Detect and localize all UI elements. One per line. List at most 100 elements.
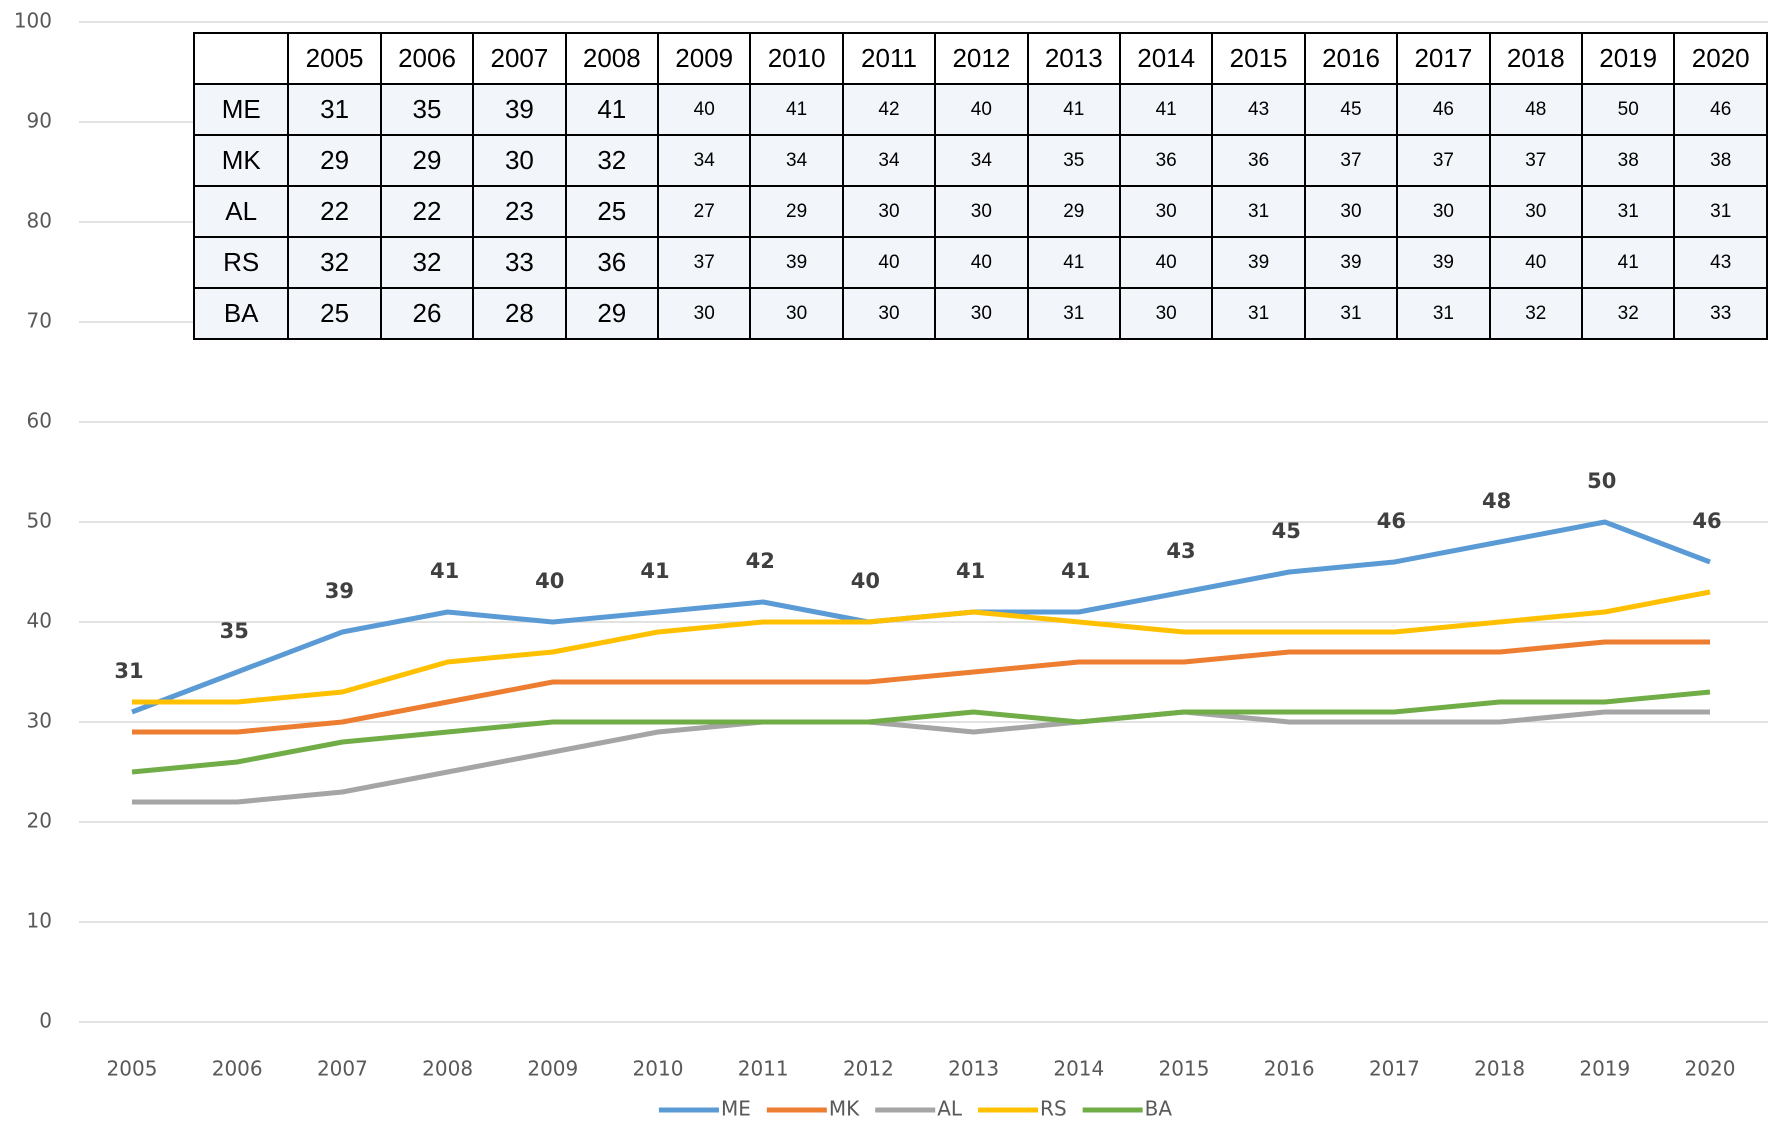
x-tick-label: 2015 xyxy=(1159,1057,1210,1081)
x-tick-label: 2006 xyxy=(212,1057,263,1081)
data-label: 46 xyxy=(1692,509,1721,533)
series-line xyxy=(132,639,1710,735)
y-tick-label: 80 xyxy=(27,209,52,233)
table-cell: 32 xyxy=(1488,287,1584,340)
table-header: 2014 xyxy=(1118,32,1214,85)
table-cell: 30 xyxy=(472,134,567,187)
table-cell: 37 xyxy=(1488,134,1584,187)
x-tick-label: 2020 xyxy=(1685,1057,1736,1081)
table-cell: 36 xyxy=(564,236,660,289)
y-tick-label: 90 xyxy=(27,109,52,133)
table-cell: 33 xyxy=(1673,287,1768,340)
data-table-container: 2005 2006 2007 2008 2009 2010 2011 2012 2013 2014… xyxy=(193,32,1768,352)
data-label: 35 xyxy=(220,619,249,643)
table-cell: 27 xyxy=(657,185,752,238)
table-header: 2011 xyxy=(841,32,937,85)
table-cell: 39 xyxy=(472,83,567,136)
table-cell: 48 xyxy=(1488,83,1584,136)
table-cell: 25 xyxy=(564,185,660,238)
legend-label: BA xyxy=(1145,1097,1173,1121)
table-cell: 36 xyxy=(1118,134,1214,187)
table-header: 2020 xyxy=(1673,32,1768,85)
table-cell: 46 xyxy=(1396,83,1491,136)
data-label: 39 xyxy=(325,579,354,603)
data-label: 42 xyxy=(746,549,775,573)
y-tick-label: 100 xyxy=(14,9,52,33)
table-cell: 39 xyxy=(1303,236,1399,289)
table-cell: 30 xyxy=(934,185,1029,238)
table-cell: 35 xyxy=(379,83,475,136)
legend-label: MK xyxy=(829,1097,860,1121)
table-header: 2019 xyxy=(1580,32,1676,85)
table-header: 2008 xyxy=(564,32,660,85)
data-label: 40 xyxy=(535,569,564,593)
table-cell: 43 xyxy=(1673,236,1768,289)
x-tick-label: 2007 xyxy=(317,1057,368,1081)
table-cell: 41 xyxy=(1118,83,1214,136)
legend-item: AL xyxy=(875,1097,963,1121)
data-label: 50 xyxy=(1587,469,1616,493)
table-cell: 30 xyxy=(841,287,937,340)
x-tick-label: 2010 xyxy=(633,1057,684,1081)
table-cell: 40 xyxy=(1488,236,1584,289)
x-tick-label: 2017 xyxy=(1369,1057,1420,1081)
table-header: 2007 xyxy=(472,32,567,85)
data-label: 45 xyxy=(1272,519,1301,543)
table-cell: 31 xyxy=(1303,287,1399,340)
table-cell: 30 xyxy=(1118,287,1214,340)
table-cell: 45 xyxy=(1303,83,1399,136)
data-table: 2005 2006 2007 2008 2009 2010 2011 2012 2013 2014… xyxy=(193,32,1768,340)
series-line xyxy=(131,689,1711,775)
table-cell: 37 xyxy=(1396,134,1491,187)
y-tick-label: 10 xyxy=(27,909,52,933)
table-cell: 30 xyxy=(934,287,1029,340)
table-cell: 29 xyxy=(1026,185,1121,238)
y-tick-label: 20 xyxy=(27,809,52,833)
legend-item: RS xyxy=(978,1097,1067,1121)
legend-item: ME xyxy=(658,1097,751,1121)
table-cell: 29 xyxy=(379,134,475,187)
table-cell: 34 xyxy=(749,134,844,187)
table-cell: 40 xyxy=(1118,236,1214,289)
table-header: 2012 xyxy=(934,32,1029,85)
table-cell: 32 xyxy=(287,236,382,289)
table-cell: 31 xyxy=(1396,287,1491,340)
legend: ME MK AL RS BA xyxy=(658,1097,1173,1121)
legend-label: AL xyxy=(937,1097,963,1121)
table-cell: 29 xyxy=(749,185,844,238)
data-label: 31 xyxy=(114,659,143,683)
x-tick-label: 2013 xyxy=(948,1057,999,1081)
x-tick-label: 2019 xyxy=(1579,1057,1630,1081)
table-cell: 26 xyxy=(379,287,475,340)
table-cell: 39 xyxy=(1211,236,1306,289)
table-cell: 41 xyxy=(1026,236,1121,289)
table-cell: 40 xyxy=(934,83,1029,136)
table-header: 2010 xyxy=(749,32,844,85)
table-cell: 32 xyxy=(1580,287,1676,340)
table-cell: 22 xyxy=(379,185,475,238)
legend-item: MK xyxy=(766,1097,860,1121)
table-cell: 42 xyxy=(841,83,937,136)
table-cell: 39 xyxy=(1396,236,1491,289)
series-line xyxy=(132,589,1711,705)
y-tick-label: 50 xyxy=(27,509,52,533)
table-corner xyxy=(193,32,290,85)
table-row-header: MK xyxy=(193,134,290,187)
legend-item: BA xyxy=(1082,1097,1173,1121)
table-cell: 30 xyxy=(749,287,844,340)
table-header: 2016 xyxy=(1303,32,1399,85)
table-cell: 31 xyxy=(1673,185,1768,238)
legend-label: RS xyxy=(1040,1097,1067,1121)
table-cell: 46 xyxy=(1673,83,1768,136)
table-cell: 38 xyxy=(1673,134,1768,187)
table-cell: 34 xyxy=(934,134,1029,187)
table-cell: 41 xyxy=(1580,236,1676,289)
table-cell: 37 xyxy=(657,236,752,289)
table-row-header: BA xyxy=(193,287,290,340)
table-cell: 31 xyxy=(1026,287,1121,340)
table-cell: 31 xyxy=(1211,185,1306,238)
table-row: BA 25 26 28 29 30 30 30 30 31 30 31 31 31 32 32 33 xyxy=(193,287,1768,340)
table-cell: 31 xyxy=(287,83,382,136)
table-cell: 29 xyxy=(287,134,382,187)
table-row: 2005 2006 2007 2008 2009 2010 2011 2012 2013 2014… xyxy=(193,32,1768,85)
